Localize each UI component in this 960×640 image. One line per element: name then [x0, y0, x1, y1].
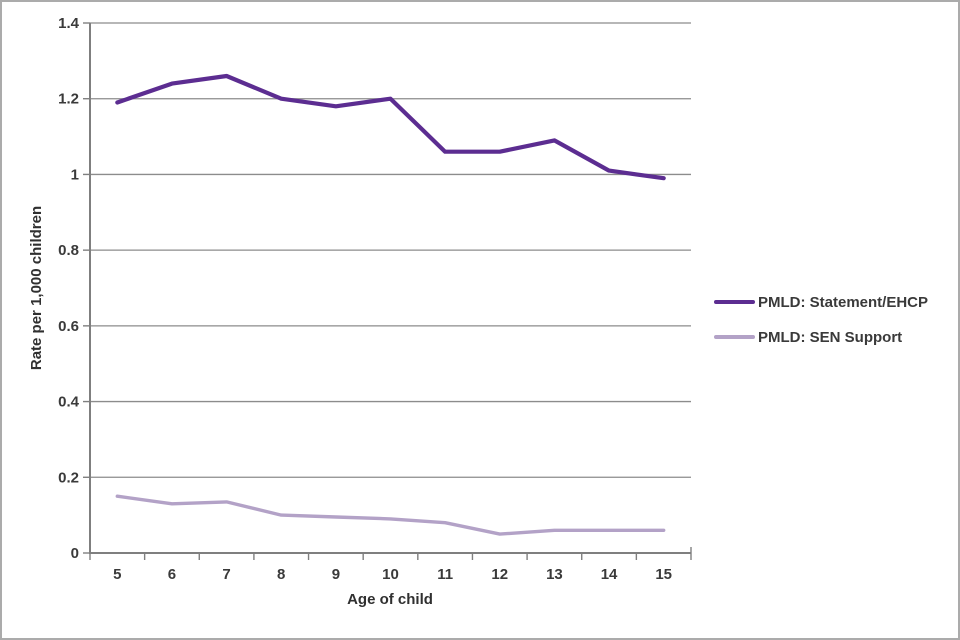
legend: PMLD: Statement/EHCP PMLD: SEN Support [714, 292, 928, 347]
x-tick-label: 8 [277, 566, 285, 583]
y-tick-label: 1.2 [58, 91, 79, 108]
x-tick-label: 5 [113, 566, 121, 583]
y-axis-title: Rate per 1,000 children [28, 206, 45, 370]
x-tick-label: 13 [546, 566, 563, 583]
x-tick-label: 11 [437, 566, 453, 583]
axes [83, 22, 692, 560]
y-tick-label: 0 [71, 545, 79, 562]
y-tick-label: 0.4 [58, 394, 80, 411]
legend-label-sen-support: PMLD: SEN Support [758, 328, 903, 346]
legend-item-statement-ehcp: PMLD: Statement/EHCP [714, 292, 928, 312]
y-tick-label: 0.2 [58, 469, 79, 486]
x-tick-label: 6 [168, 566, 176, 583]
y-tick-label: 1.4 [58, 15, 80, 32]
gridlines [90, 22, 691, 478]
legend-swatch-statement-ehcp [714, 300, 755, 304]
x-axis-title: Age of child [347, 591, 433, 608]
tick-labels: 0 0.2 0.4 0.6 0.8 1 1.2 1.4 5 6 7 8 9 10 11 12 13 14 15 [58, 15, 672, 583]
series-lines [115, 73, 666, 536]
x-tick-label: 9 [332, 566, 340, 583]
legend-swatch-sen-support [714, 335, 755, 339]
y-tick-label: 0.6 [58, 318, 79, 335]
x-tick-label: 15 [655, 566, 672, 583]
y-tick-label: 1 [71, 166, 79, 183]
x-tick-label: 7 [222, 566, 230, 583]
legend-label-statement-ehcp: PMLD: Statement/EHCP [758, 293, 929, 311]
legend-item-sen-support: PMLD: SEN Support [714, 327, 928, 347]
y-tick-label: 0.8 [58, 242, 79, 259]
series-line-pmld-sen-support [115, 494, 666, 536]
x-tick-label: 12 [491, 566, 508, 583]
series-line-pmld-statement-ehcp [115, 73, 666, 181]
x-tick-label: 14 [601, 566, 618, 583]
x-tick-label: 10 [382, 566, 399, 583]
